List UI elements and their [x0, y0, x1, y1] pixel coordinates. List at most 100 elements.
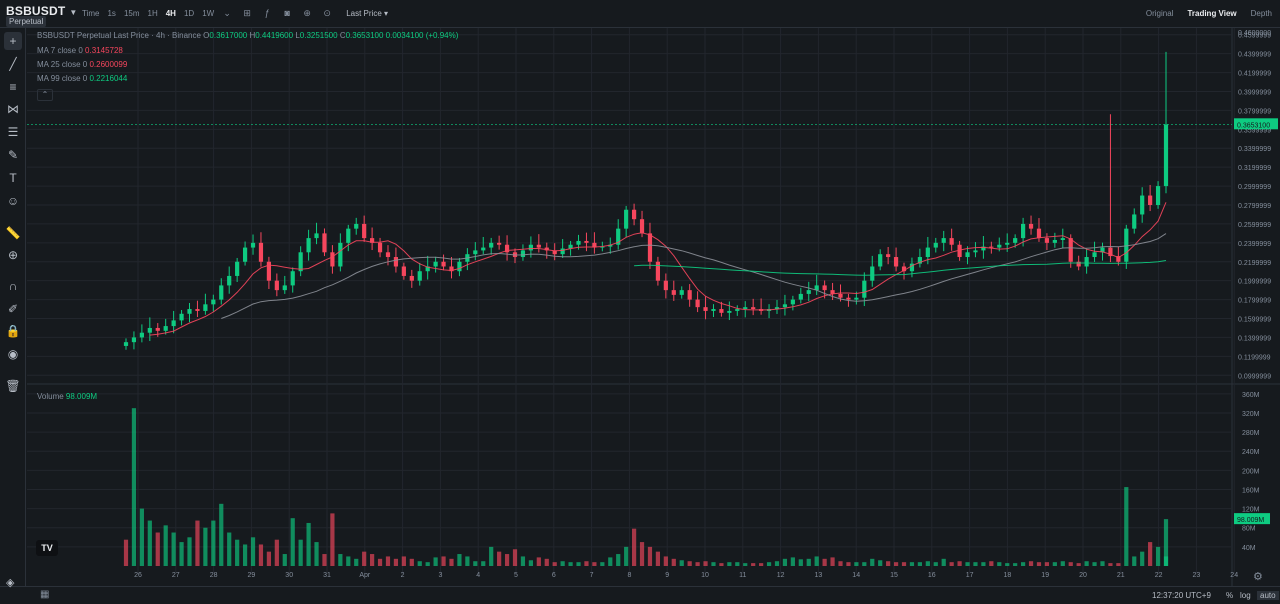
volume-bar [854, 562, 859, 566]
collapse-legend-button[interactable]: ⌃ [37, 89, 53, 101]
candle-body [536, 244, 541, 248]
view-switcher: Original Trading View Depth [1146, 9, 1272, 18]
ma7-label: MA 7 close 0 [37, 46, 83, 55]
candle-body [481, 247, 486, 251]
candle-body [798, 293, 803, 300]
zoom-in-icon[interactable]: ⊕ [7, 248, 19, 262]
plus-circle-icon[interactable]: ⊕ [303, 8, 311, 18]
volume-bar [473, 561, 478, 566]
view-original[interactable]: Original [1145, 9, 1174, 18]
date-tick-label: 18 [1004, 572, 1012, 579]
eye-icon[interactable]: ◉ [7, 347, 19, 361]
ma7-value: 0.3145728 [85, 46, 123, 55]
candle-body [933, 242, 938, 248]
interval-1s[interactable]: 1s [107, 8, 116, 18]
settings-circle-icon[interactable]: ⊙ [323, 8, 331, 18]
price-tick-label: 0.3999999 [1238, 89, 1271, 96]
candle-body [989, 246, 994, 248]
percent-scale-button[interactable]: % [1226, 591, 1234, 600]
tradingview-logo[interactable]: TV [36, 540, 58, 556]
interval-1d[interactable]: 1D [183, 8, 195, 18]
candle-body [1116, 256, 1121, 262]
volume-bar [123, 539, 129, 566]
price-source-select[interactable]: Last Price ▾ [346, 8, 389, 18]
volume-bar [330, 513, 335, 566]
lock-icon[interactable]: 🔒 [5, 324, 21, 338]
volume-bar [743, 563, 748, 566]
price-tick-label: 0.3599999 [1238, 127, 1271, 134]
trash-icon[interactable]: 🗑 [5, 379, 21, 393]
magnet-icon[interactable]: ∩ [8, 279, 18, 293]
volume-bar [679, 560, 684, 566]
candle-body [695, 299, 700, 308]
volume-bar [925, 561, 930, 566]
volume-bar [568, 562, 573, 566]
volume-bar [782, 558, 788, 566]
volume-bar [933, 562, 938, 566]
interval-4h[interactable]: 4H [165, 8, 176, 18]
lock-draw-icon[interactable]: ✐ [7, 302, 19, 316]
price-tick-label: 0.2599999 [1238, 222, 1271, 229]
crosshair-icon[interactable]: + [4, 32, 22, 50]
candle-body [1100, 247, 1105, 253]
pattern-icon[interactable]: ⋈ [7, 102, 19, 116]
calendar-icon[interactable]: ▦ [40, 589, 50, 600]
interval-1h[interactable]: 1H [147, 8, 158, 18]
emoji-icon[interactable]: ☺ [6, 194, 20, 208]
candle-body [235, 261, 240, 276]
date-tick-label: 3 [438, 572, 442, 579]
candle-body [592, 242, 597, 248]
view-trading-view[interactable]: Trading View [1187, 9, 1237, 18]
candle-body [171, 320, 176, 327]
volume-bar [520, 556, 526, 566]
date-tick-label: 10 [701, 572, 709, 579]
auto-scale-button[interactable]: auto [1257, 591, 1279, 600]
volume-bar [735, 562, 740, 566]
candle-body [155, 327, 160, 331]
candle-body [290, 271, 295, 286]
candle-body [401, 266, 406, 276]
bottom-bar: 12:37:20 UTC+9 % log auto [0, 586, 1280, 604]
indicators-icon[interactable]: ƒ [264, 8, 270, 18]
ma7-line [149, 202, 1167, 336]
candle-type-icon[interactable]: ⊞ [243, 8, 251, 18]
layers-icon[interactable]: ◈ [6, 577, 15, 589]
log-scale-button[interactable]: log [1240, 591, 1251, 600]
trendline-icon[interactable]: ╱ [9, 57, 17, 71]
candle-body [608, 244, 613, 247]
volume-bar [1084, 561, 1089, 566]
interval-15m[interactable]: 15m [123, 8, 140, 18]
volume-bar [949, 562, 954, 566]
candle-body [917, 257, 922, 264]
volume-bar [219, 503, 224, 566]
date-tick-label: 5 [514, 572, 518, 579]
price-tick-label: 0.1999999 [1238, 279, 1271, 286]
brush-icon[interactable]: ✎ [7, 148, 19, 162]
view-depth[interactable]: Depth [1250, 9, 1272, 18]
current-price-label: 0.3653100 [1237, 122, 1270, 129]
ma99-value: 0.2216044 [89, 74, 128, 83]
fib-icon[interactable]: ☰ [7, 125, 19, 139]
ruler-icon[interactable]: 📏 [5, 226, 21, 240]
horizontal-lines-icon[interactable]: ≡ [9, 80, 17, 94]
candle-body [1163, 124, 1169, 187]
interval-time[interactable]: Time [82, 8, 100, 18]
candle-body [997, 244, 1002, 248]
settings-icon[interactable]: ⚙ [1253, 571, 1263, 583]
candle-body [1028, 223, 1034, 229]
candle-body [647, 233, 653, 262]
candle-body [854, 297, 859, 300]
volume-bar [258, 544, 264, 566]
interval-1w[interactable]: 1W [202, 8, 215, 18]
volume-bar [274, 539, 279, 566]
chevron-down-icon[interactable]: ⌄ [223, 8, 231, 18]
candle-body [179, 313, 184, 321]
volume-bar [1092, 562, 1097, 566]
camera-icon[interactable]: ◙ [284, 8, 290, 18]
high-value: 0.4419600 [255, 31, 294, 40]
text-icon[interactable]: T [9, 171, 17, 185]
candle-body [1005, 242, 1010, 245]
volume-tick-label: 160M [1242, 487, 1260, 494]
symbol-selector[interactable]: BSBUSDT ▼ [6, 4, 78, 18]
